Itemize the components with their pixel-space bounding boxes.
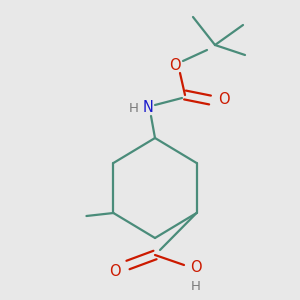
- Text: O: O: [109, 263, 121, 278]
- Text: O: O: [218, 92, 230, 107]
- Text: H: H: [191, 280, 201, 292]
- Text: N: N: [142, 100, 153, 116]
- Text: H: H: [129, 103, 139, 116]
- Text: O: O: [190, 260, 202, 275]
- Text: O: O: [169, 58, 181, 73]
